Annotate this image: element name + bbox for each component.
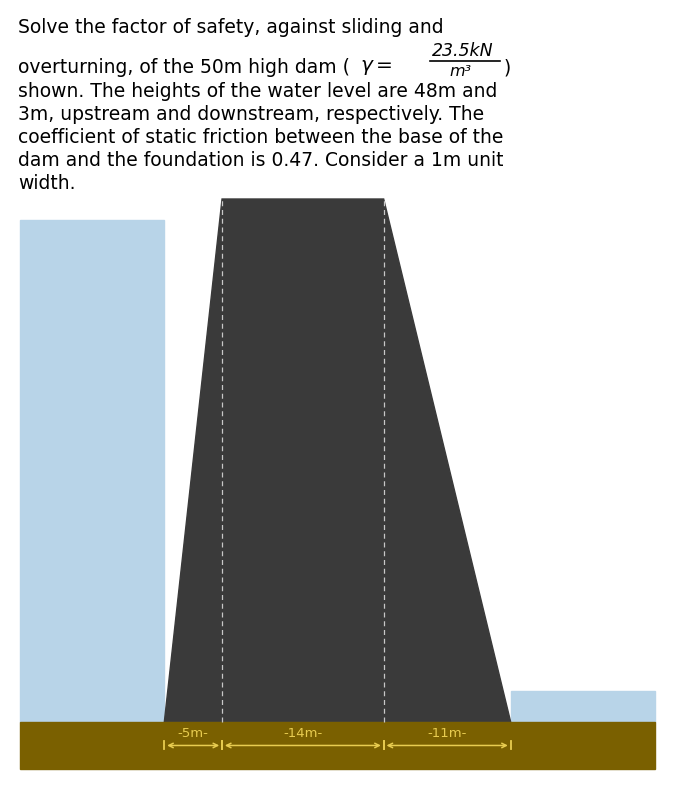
Polygon shape <box>164 200 511 722</box>
Bar <box>511 691 655 722</box>
Text: Solve the factor of safety, against sliding and: Solve the factor of safety, against slid… <box>18 18 443 37</box>
Text: dam and the foundation is 0.47. Consider a 1m unit: dam and the foundation is 0.47. Consider… <box>18 151 504 169</box>
Text: shown. The heights of the water level are 48m and: shown. The heights of the water level ar… <box>18 82 497 101</box>
Text: m³: m³ <box>449 64 471 79</box>
Text: 23.5kN: 23.5kN <box>432 42 493 60</box>
Text: -5m-: -5m- <box>178 727 209 740</box>
Bar <box>20 722 655 769</box>
Text: -14m-: -14m- <box>284 727 323 740</box>
Text: overturning, of the 50m high dam (: overturning, of the 50m high dam ( <box>18 58 350 77</box>
Text: coefficient of static friction between the base of the: coefficient of static friction between t… <box>18 128 504 147</box>
Bar <box>20 221 164 722</box>
Text: $\gamma =$: $\gamma =$ <box>360 58 393 77</box>
Text: 3m, upstream and downstream, respectively. The: 3m, upstream and downstream, respectivel… <box>18 105 484 124</box>
Text: ): ) <box>504 58 511 77</box>
Text: -11m-: -11m- <box>427 727 467 740</box>
Text: width.: width. <box>18 173 76 193</box>
